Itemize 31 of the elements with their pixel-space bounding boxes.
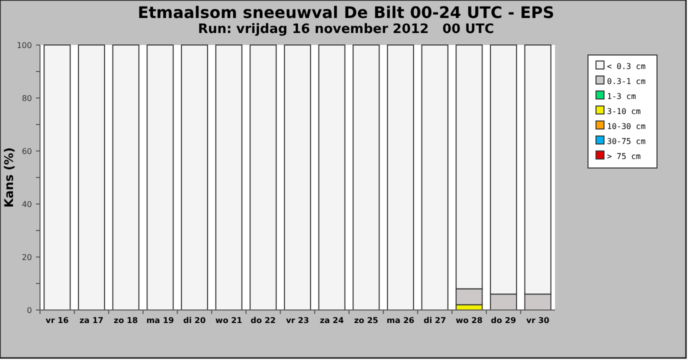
y-tick-label: 0: [26, 306, 32, 315]
x-tick-label: wo 28: [456, 316, 483, 325]
x-tick-label: do 22: [250, 316, 276, 325]
y-tick-label: 80: [22, 94, 32, 103]
x-tick-label: di 20: [183, 316, 206, 325]
x-tick-label: za 17: [80, 316, 104, 325]
x-tick-label: di 27: [424, 316, 446, 325]
y-axis-title: Kans (%): [2, 147, 16, 208]
legend-label: > 75 cm: [607, 152, 641, 161]
legend-label: 10-30 cm: [607, 122, 646, 131]
legend-label: 30-75 cm: [607, 137, 646, 146]
x-tick-label: vr 23: [286, 316, 310, 325]
chart-subtitle: Run: vrijdag 16 november 2012 00 UTC: [198, 22, 494, 37]
legend-label: 3-10 cm: [607, 107, 641, 116]
legend-label: 0.3-1 cm: [607, 77, 646, 86]
y-tick-label: 100: [16, 41, 32, 50]
x-tick-label: ma 19: [146, 316, 174, 325]
x-tick-label: vr 16: [46, 316, 70, 325]
chart-title: Etmaalsom sneeuwval De Bilt 00-24 UTC - EPS: [138, 3, 554, 22]
x-tick-label: ma 26: [386, 316, 415, 325]
x-tick-label: zo 18: [114, 316, 138, 325]
x-tick-label: vr 30: [526, 316, 550, 325]
legend-label: 1-3 cm: [607, 92, 636, 101]
y-tick-label: 40: [22, 200, 32, 209]
y-tick-label: 20: [22, 253, 32, 262]
x-tick-label: zo 25: [354, 316, 379, 325]
x-tick-label: do 29: [490, 316, 517, 325]
x-tick-label: wo 21: [215, 316, 243, 325]
y-tick-label: 60: [22, 147, 32, 156]
x-tick-label: za 24: [320, 316, 344, 325]
legend-label: < 0.3 cm: [607, 62, 646, 71]
